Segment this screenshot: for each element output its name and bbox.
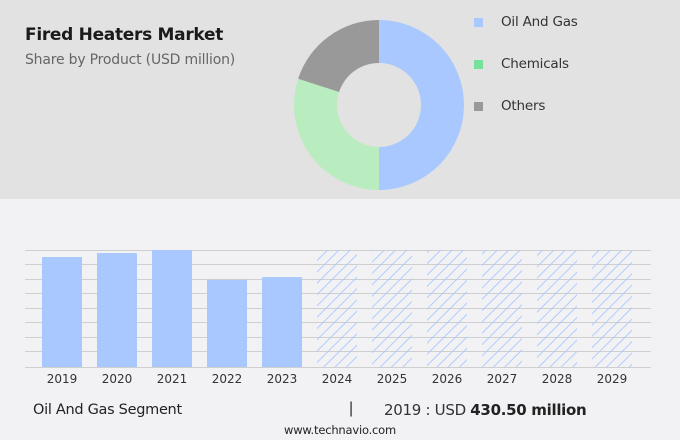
forecast-bar-2024 (317, 250, 357, 367)
x-tick-label: 2020 (101, 372, 133, 386)
value-year-prefix: 2019 : USD (384, 401, 471, 419)
legend-label: Oil And Gas (501, 14, 578, 30)
legend-item: Others (474, 98, 545, 114)
legend-swatch-icon (474, 17, 483, 27)
source-url: www.technavio.com (284, 423, 396, 437)
segment-label: Oil And Gas Segment (33, 402, 182, 418)
forecast-bar-2028 (537, 250, 577, 367)
bar-2019 (42, 257, 82, 367)
chart-subtitle: Share by Product (USD million) (25, 52, 236, 68)
x-tick-label: 2024 (321, 372, 353, 386)
x-tick-label: 2022 (211, 372, 243, 386)
chart-title: Fired Heaters Market (25, 25, 224, 45)
legend-swatch-icon (474, 59, 483, 69)
x-tick-label: 2026 (431, 372, 463, 386)
x-tick-label: 2025 (376, 372, 408, 386)
bar-2020 (97, 253, 137, 367)
x-tick-label: 2029 (596, 372, 628, 386)
forecast-bar-2029 (592, 250, 632, 367)
forecast-bar-2027 (482, 250, 522, 367)
x-tick-label: 2021 (156, 372, 188, 386)
legend-label: Others (501, 98, 546, 114)
legend-swatch-icon (474, 101, 483, 111)
legend-item: Oil And Gas (474, 14, 578, 30)
x-tick-label: 2019 (46, 372, 78, 386)
donut-chart (294, 20, 464, 190)
value-amount: 430.50 million (470, 401, 587, 419)
donut-slice-oil-and-gas (379, 20, 464, 190)
legend-item: Chemicals (474, 56, 569, 72)
x-tick-label: 2028 (541, 372, 573, 386)
bar-2023 (262, 277, 302, 367)
forecast-bar-2026 (427, 250, 467, 367)
segment-value: 2019 : USD 430.50 million (384, 401, 587, 419)
legend-label: Chemicals (501, 56, 569, 72)
footer-separator: | (349, 400, 354, 417)
donut-slice-others (298, 20, 379, 93)
x-tick-label: 2023 (266, 372, 298, 386)
forecast-bar-2025 (372, 250, 412, 367)
bar-2022 (207, 279, 247, 367)
bar-2021 (152, 250, 192, 367)
donut-slice-chemicals (294, 78, 379, 190)
x-tick-label: 2027 (486, 372, 518, 386)
